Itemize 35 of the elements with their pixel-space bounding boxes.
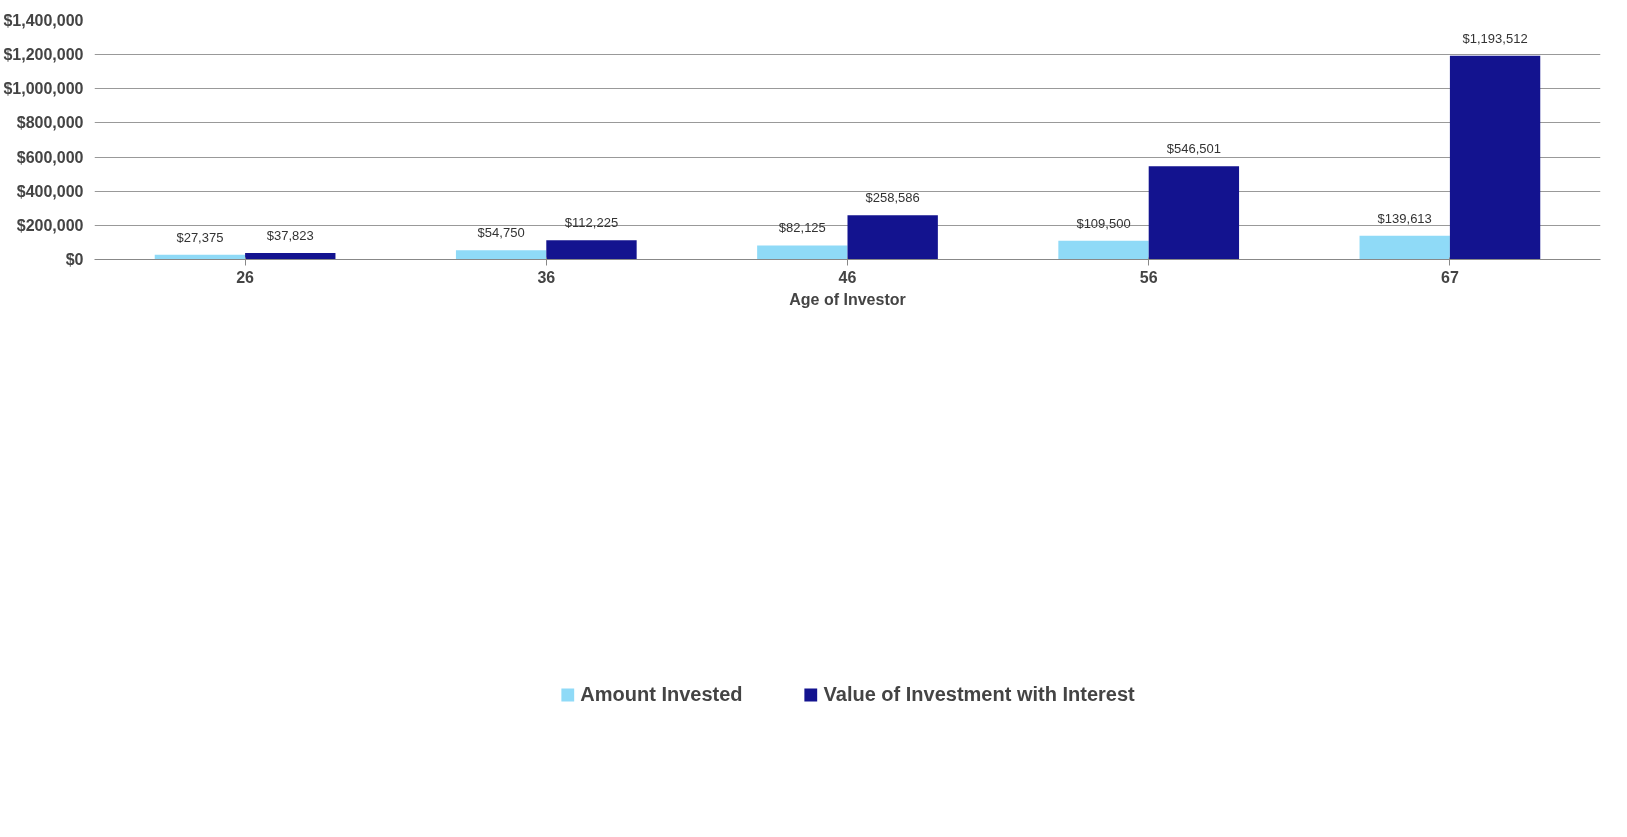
bar [546,240,637,260]
x-tick-label: 46 [838,268,857,286]
legend-label: Value of Investment with Interest [823,682,1135,706]
bar [1449,55,1541,260]
data-label: $139,613 [1377,210,1432,226]
bar [1148,166,1240,260]
y-tick-label: $600,000 [16,148,84,166]
x-tick-label: 26 [236,268,255,286]
x-tick-label: 67 [1441,268,1459,286]
data-label: $82,125 [778,220,826,236]
bar [245,253,336,260]
data-label: $546,501 [1166,141,1221,157]
y-tick-label: $800,000 [16,114,84,132]
y-tick-label: $1,400,000 [3,12,84,29]
y-tick-label: $0 [65,251,84,268]
x-axis-title: Age of Investor [789,290,906,308]
data-label: $109,500 [1076,215,1131,231]
data-label: $54,750 [477,225,525,241]
bar [1359,235,1450,260]
data-label: $258,586 [865,190,920,206]
data-label: $1,193,512 [1462,30,1528,46]
data-label: $112,225 [564,215,619,231]
bar [1058,240,1149,260]
data-label: $27,375 [176,229,224,245]
bar [455,250,547,260]
bar [847,215,938,260]
x-tick-label: 56 [1139,268,1158,286]
y-tick-label: $1,200,000 [3,46,84,64]
legend-label: Amount Invested [580,682,743,706]
y-tick-label: $1,000,000 [3,80,84,98]
y-tick-label: $200,000 [16,216,84,234]
bar [757,245,848,260]
x-tick-label: 36 [537,268,556,286]
data-label: $37,823 [266,228,314,244]
y-tick-label: $400,000 [16,182,84,200]
